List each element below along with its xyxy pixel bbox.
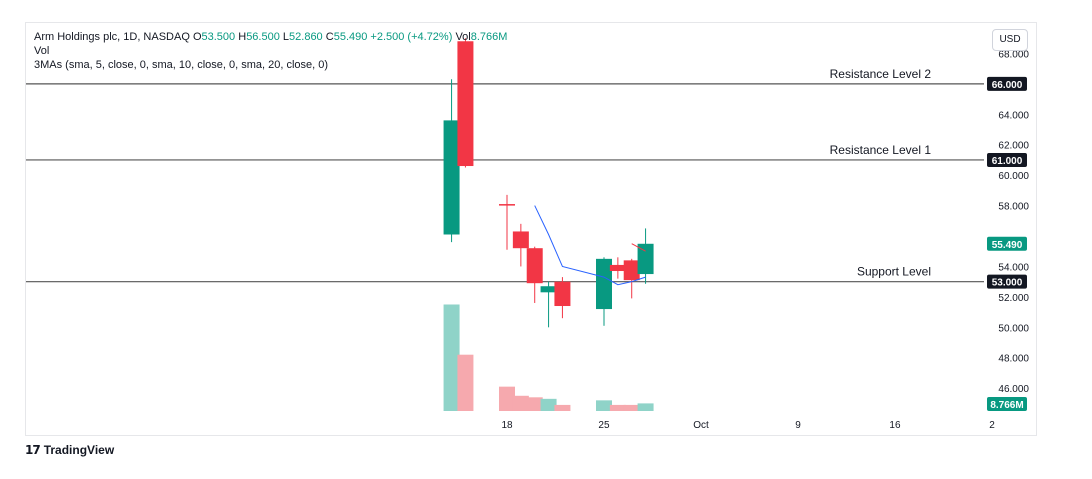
- volume-bar: [623, 404, 640, 411]
- candle-body: [637, 243, 654, 275]
- volume-value: 8.766M: [470, 31, 508, 43]
- candle-body: [609, 264, 626, 272]
- y-tick-label: 62.000: [998, 141, 1029, 152]
- x-tick-label: 18: [501, 420, 513, 431]
- y-tick-label: 50.000: [998, 323, 1029, 334]
- tradingview-logo-icon: 17: [25, 443, 41, 457]
- volume-bar: [526, 397, 543, 411]
- high-value: 56.500: [246, 31, 280, 43]
- level-label: Resistance Level 2: [830, 67, 932, 81]
- currency-button[interactable]: USD: [992, 29, 1028, 51]
- candle-body: [540, 286, 557, 293]
- volume-bar: [540, 398, 557, 411]
- candle-body: [457, 41, 474, 167]
- y-tick-label: 54.000: [998, 262, 1029, 273]
- x-tick-label: 9: [795, 420, 801, 431]
- x-tick-label: 16: [889, 420, 901, 431]
- volume-bar: [637, 403, 654, 411]
- volume-bar: [512, 395, 529, 411]
- y-tick-label: 48.000: [998, 354, 1029, 365]
- volume-label: Vol: [455, 31, 471, 43]
- moving-averages-label[interactable]: 3MAs (sma, 5, close, 0, sma, 10, close, …: [34, 59, 329, 71]
- level-price-text: 61.000: [992, 156, 1023, 167]
- change-value: +2.500 (+4.72%): [370, 31, 453, 43]
- moving-average-line: [534, 205, 646, 286]
- level-label: Resistance Level 1: [830, 143, 932, 157]
- volume-bar: [609, 404, 626, 411]
- tradingview-brand[interactable]: 17 TradingView: [25, 443, 114, 457]
- brand-name: TradingView: [43, 443, 115, 457]
- level-price-text: 53.000: [992, 278, 1023, 289]
- x-tick-label: Oct: [693, 420, 709, 431]
- candle-body: [554, 281, 571, 307]
- y-tick-label: 64.000: [998, 110, 1029, 121]
- legend-ohlc: Arm Holdings plc, 1D, NASDAQ O53.500 H56…: [34, 30, 507, 44]
- low-label: L: [282, 31, 290, 43]
- volume-bar: [457, 354, 474, 411]
- volume-bar: [595, 400, 612, 411]
- high-label: H: [238, 31, 247, 43]
- candle-body: [443, 120, 460, 235]
- last-price-text: 55.490: [992, 240, 1023, 251]
- candle-body: [499, 204, 515, 206]
- candle-body: [623, 260, 640, 281]
- candle-body: [526, 248, 543, 284]
- close-label: C: [325, 31, 334, 43]
- open-label: O: [192, 31, 202, 43]
- last-price-tag: [987, 236, 1027, 251]
- moving-average-line-2: [631, 243, 646, 252]
- y-tick-label: 46.000: [998, 384, 1029, 395]
- y-tick-label: 58.000: [998, 202, 1029, 213]
- price-chart[interactable]: 18 25 Oct 9 16 2 68.000 64.000 62.000 60.000 58.00…: [26, 23, 1036, 435]
- level-price-tag: [987, 152, 1027, 167]
- volume-bar: [499, 386, 515, 411]
- candle-body: [595, 258, 612, 310]
- x-tick-label: 2: [989, 420, 995, 431]
- level-price-tag: [987, 274, 1027, 289]
- level-price-text: 66.000: [992, 80, 1023, 91]
- volume-indicator-label[interactable]: Vol: [34, 45, 50, 57]
- chart-frame: 18 25 Oct 9 16 2 68.000 64.000 62.000 60.000 58.00…: [25, 22, 1037, 436]
- volume-bar: [554, 404, 571, 411]
- open-value: 53.500: [201, 31, 236, 43]
- close-value: 55.490: [333, 31, 368, 43]
- x-tick-label: 25: [598, 420, 610, 431]
- level-price-tag: [987, 76, 1027, 91]
- symbol-title: Arm Holdings plc, 1D, NASDAQ: [34, 31, 190, 43]
- y-tick-label: 68.000: [998, 49, 1029, 60]
- level-label: Support Level: [857, 265, 931, 279]
- y-tick-label: 52.000: [998, 293, 1029, 304]
- last-volume-tag: [987, 397, 1027, 411]
- last-volume-text: 8.766M: [990, 400, 1023, 411]
- low-value: 52.860: [289, 31, 323, 43]
- candle-body: [512, 231, 529, 249]
- y-tick-label: 60.000: [998, 171, 1029, 182]
- volume-bar: [443, 304, 460, 411]
